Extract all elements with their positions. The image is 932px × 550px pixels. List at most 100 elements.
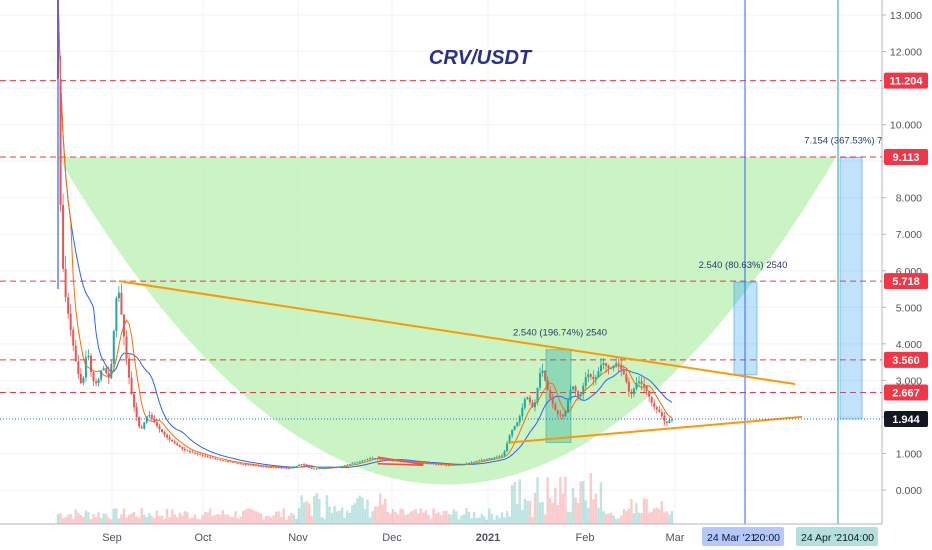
candle-body [125,336,128,359]
volume-bar [130,513,133,524]
candle-body [495,456,498,458]
candle-body [216,459,219,460]
volume-bar [305,501,308,524]
candle-body [155,422,158,427]
candle-body [166,434,169,438]
price-axis[interactable]: 13.00012.00010.0008.0007.0006.0005.0004.… [881,0,932,524]
volume-bar [165,508,169,524]
volume-bar [203,511,207,524]
volume-bar [541,501,544,524]
price-axis-tick-label: 12.000 [890,47,922,59]
candle-body [117,292,120,299]
volume-bar [163,519,166,524]
fast-moving-average-line [57,0,673,470]
support-trendline[interactable] [509,415,803,444]
candle-body [483,459,486,461]
date-marker-label: 24 Apr '21 [801,532,848,544]
candle-body [462,464,465,465]
candle-body [450,464,453,466]
volume-bar [569,512,572,524]
volume-bar [373,506,377,524]
candle-body [546,380,549,391]
measurement-box[interactable] [839,157,863,420]
candle-body [211,457,214,459]
candle-body [270,466,273,468]
volume-bar [315,492,318,524]
volume-bar [318,498,321,524]
volume-bar [82,516,85,524]
volume-bar [561,493,565,524]
volume-bar [503,517,506,524]
candle-body [331,467,334,469]
time-axis-tick-label: Feb [576,532,595,544]
candle-body [97,379,100,384]
volume-bar [353,503,357,524]
time-axis-tick-label: Sep [102,532,122,544]
candle-body [161,429,164,432]
volume-bar [450,514,453,524]
volume-bar [92,514,95,524]
volume-bar [670,510,674,524]
volume-bar [647,512,651,524]
volume-bar [269,517,273,524]
volume-bar [379,493,382,524]
volume-bar [460,515,463,524]
candle-body [612,365,615,369]
candle-body [452,464,455,466]
volume-bar [409,511,412,524]
wedge-line [377,456,424,466]
candle-body [473,461,476,463]
candle-body [221,460,224,462]
candle-body [597,371,600,378]
trendlines[interactable] [118,280,803,466]
candle-body [648,390,651,397]
candle-body [627,381,630,392]
volume-bar [439,515,443,524]
volume-bar [419,508,423,524]
volume-bar [584,500,587,524]
candle-body [183,448,186,451]
candle-body [358,461,361,463]
resistance-trendline[interactable] [118,280,796,386]
volume-bar [201,515,204,524]
volume-bar [287,515,291,524]
volume-bar [79,515,83,524]
volume-bar [297,508,301,524]
volume-bar [376,506,379,524]
volume-bar [597,508,600,524]
candle-body [521,407,524,417]
candle-body [442,464,445,466]
volume-bar [543,514,547,524]
volume-bar [196,518,199,524]
volume-bar [483,516,486,524]
volume-bar [442,510,445,524]
time-axis-tick-label: Mar [666,532,685,544]
candle-body [645,386,648,391]
price-axis-tick-label: 8.000 [896,193,922,205]
volume-bar [242,510,245,524]
volume-bar [252,509,255,524]
volume-bar [343,518,346,524]
volume-bar [424,510,428,524]
candle-body [150,415,153,419]
volume-bar [239,516,242,524]
volume-bar [422,512,425,524]
volume-bar [604,513,608,524]
volume-bar [475,517,478,524]
volume-bar [323,518,326,524]
candle-body [219,459,222,461]
volume-bar [125,517,128,524]
candle-body [272,467,275,468]
volume-bar [538,502,542,524]
volume-bar [477,517,481,524]
candle-body [556,410,559,414]
candle-body [267,466,270,468]
candle-body [247,464,250,466]
candle-body [427,463,430,465]
candle-body [325,467,328,469]
candle-body [579,394,582,397]
volume-bar [401,509,405,524]
measurement-box[interactable] [733,281,758,376]
